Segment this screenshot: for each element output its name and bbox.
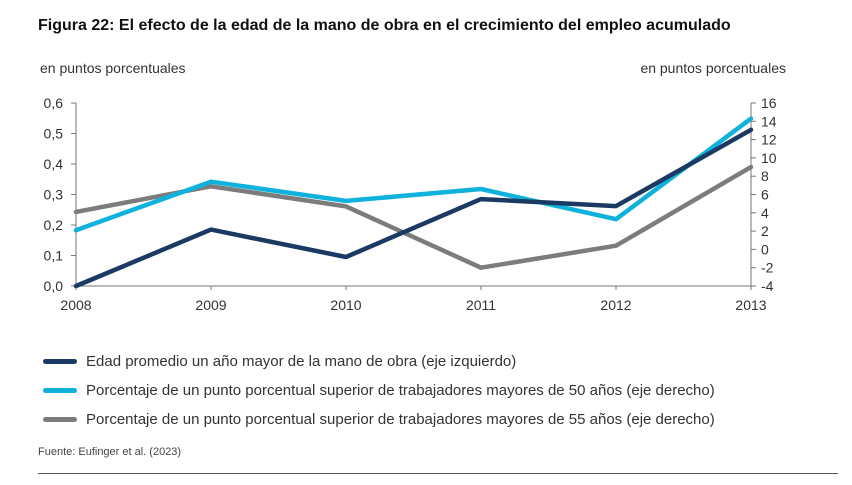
right-tick-label: -2 [761, 260, 774, 276]
legend-label: Porcentaje de un punto porcentual superi… [86, 411, 715, 428]
legend-swatch [43, 359, 77, 364]
right-tick-label: -4 [761, 278, 774, 294]
right-tick-label: 4 [761, 205, 769, 221]
legend-label: Porcentaje de un punto porcentual superi… [86, 382, 715, 399]
series-line-2 [73, 116, 754, 233]
legend-swatch [43, 388, 77, 393]
x-tick-label: 2009 [195, 297, 226, 313]
left-axis-unit-label: en puntos porcentuales [40, 60, 186, 76]
left-tick-label: 0,6 [44, 95, 64, 111]
legend-entry-2: Porcentaje de un punto porcentual superi… [43, 376, 715, 405]
legend-entry-1: Edad promedio un año mayor de la mano de… [43, 347, 715, 376]
source-note: Fuente: Eufinger et al. (2023) [38, 446, 182, 458]
left-tick-label: 0,4 [44, 156, 64, 172]
line-chart: 0,0 0,1 0,2 0,3 0,4 0,5 0,6 -4 -2 0 2 4 6 8 10 12 14 16 20… [44, 95, 777, 313]
x-tick-label: 2010 [330, 297, 361, 313]
right-tick-label: 14 [761, 113, 777, 129]
right-tick-label: 10 [761, 150, 777, 166]
x-tick-label: 2012 [600, 297, 631, 313]
right-tick-label: 16 [761, 95, 777, 111]
left-tick-label: 0,0 [44, 278, 64, 294]
right-tick-label: 8 [761, 168, 769, 184]
right-axis-unit-label: en puntos porcentuales [640, 60, 786, 76]
right-tick-label: 12 [761, 132, 777, 148]
series-line-3 [73, 164, 754, 270]
left-tick-label: 0,3 [44, 187, 64, 203]
legend-entry-3: Porcentaje de un punto porcentual superi… [43, 405, 715, 434]
legend-label: Edad promedio un año mayor de la mano de… [86, 353, 517, 370]
chart-legend: Edad promedio un año mayor de la mano de… [43, 347, 715, 434]
right-tick-label: 6 [761, 187, 769, 203]
left-tick-label: 0,5 [44, 126, 64, 142]
x-tick-label: 2011 [466, 297, 496, 313]
chart-title: Figura 22: El efecto de la edad de la ma… [38, 17, 731, 34]
right-tick-label: 0 [761, 241, 769, 257]
left-tick-label: 0,2 [44, 217, 64, 233]
x-tick-label: 2013 [735, 297, 766, 313]
series-line-1 [73, 127, 754, 289]
right-tick-label: 2 [761, 223, 769, 239]
x-tick-label: 2008 [60, 297, 91, 313]
legend-swatch [43, 417, 77, 422]
left-tick-label: 0,1 [44, 248, 64, 264]
bottom-divider [38, 473, 838, 474]
